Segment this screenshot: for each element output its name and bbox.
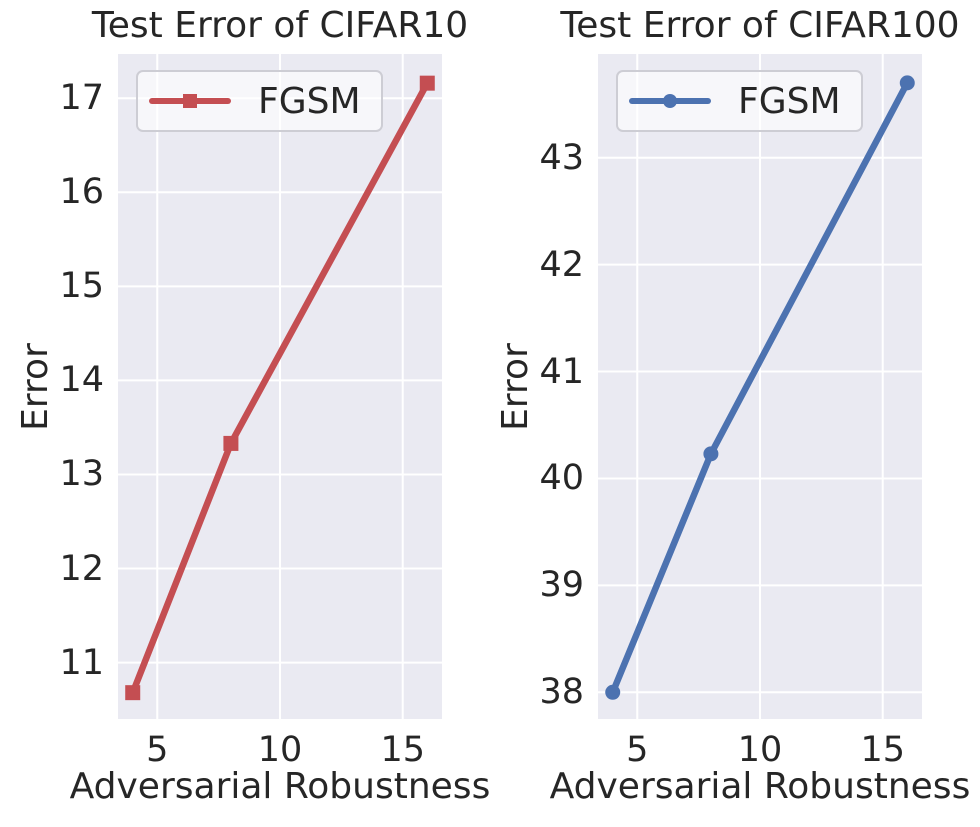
- x-axis-label: Adversarial Robustness: [69, 766, 491, 807]
- y-tick-label: 43: [539, 137, 584, 178]
- x-tick-label: 10: [257, 730, 303, 770]
- y-tick-label: 16: [59, 172, 104, 213]
- chart-title: Test Error of CIFAR10: [91, 5, 469, 46]
- x-tick-label: 15: [860, 730, 905, 770]
- data-point-marker: [419, 75, 435, 91]
- x-tick-label: 10: [737, 730, 783, 770]
- data-point-marker: [703, 446, 719, 462]
- legend: FGSM: [616, 70, 863, 132]
- data-point-marker: [223, 435, 239, 451]
- y-tick-label: 42: [539, 244, 584, 285]
- y-tick-label: 41: [539, 351, 584, 392]
- legend-label: FGSM: [258, 80, 361, 122]
- data-point-marker: [605, 684, 621, 700]
- y-tick-label: 17: [59, 78, 104, 119]
- y-tick-label: 38: [539, 672, 584, 713]
- x-tick-label: 5: [626, 730, 649, 770]
- chart-title: Test Error of CIFAR100: [560, 5, 960, 46]
- legend-label: FGSM: [738, 80, 841, 122]
- legend-line-sample: [149, 94, 231, 108]
- legend-line-sample: [629, 94, 711, 108]
- y-tick-label: 11: [59, 642, 104, 683]
- x-tick-label: 15: [380, 730, 425, 770]
- y-tick-label: 14: [59, 360, 104, 401]
- data-point-marker: [899, 75, 915, 91]
- y-tick-label: 40: [539, 458, 584, 499]
- y-tick-label: 15: [59, 266, 104, 307]
- x-axis-label: Adversarial Robustness: [549, 766, 971, 807]
- data-point-marker: [125, 685, 141, 701]
- y-tick-label: 13: [59, 454, 104, 495]
- x-tick-label: 5: [146, 730, 169, 770]
- axes-canvas: [118, 54, 442, 719]
- y-tick-label: 12: [59, 548, 104, 589]
- axes-canvas: [598, 54, 922, 719]
- y-tick-label: 39: [539, 565, 584, 606]
- legend: FGSM: [136, 70, 383, 132]
